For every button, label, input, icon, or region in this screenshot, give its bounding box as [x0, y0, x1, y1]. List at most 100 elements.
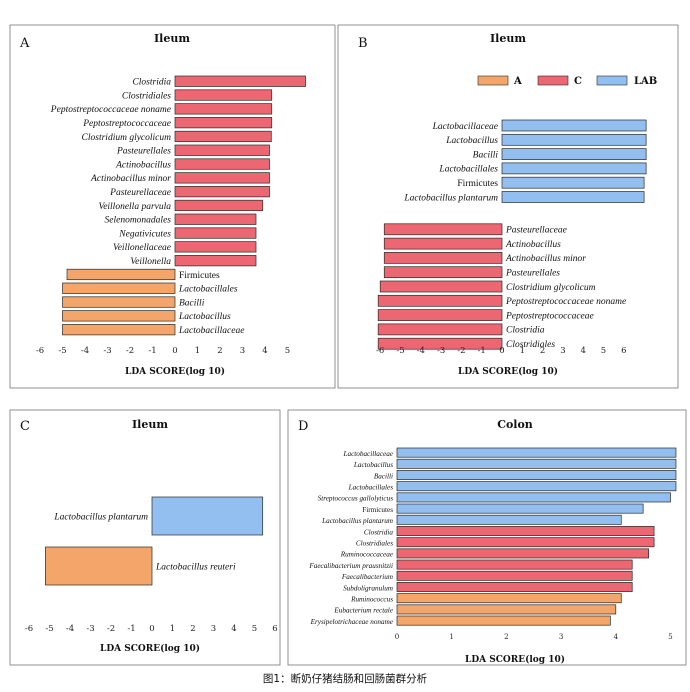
panel-b-bar-label: Peptostreptococcaceae noname — [505, 297, 626, 307]
panel-d-bar-label: Erysipelotrichaceae noname — [310, 618, 394, 626]
panel-a-bar-label: Lactobacillus — [178, 312, 231, 322]
figure-caption: 图1：断奶仔猪结肠和回肠菌群分析 — [263, 672, 428, 685]
panel-d-bar — [396, 593, 622, 604]
panel-b-bar — [501, 148, 647, 160]
panel-b-tick-label: -1 — [478, 346, 486, 356]
panel-b-bar-label: Firmicutes — [457, 179, 498, 189]
panel-b-bar — [383, 237, 503, 250]
panel-d-bar — [396, 481, 677, 492]
panel-a-tick-label: -4 — [81, 346, 89, 356]
panel-b-bar-label: Bacilli — [473, 150, 499, 160]
panel-d-bar-label: Clostridiales — [356, 540, 393, 548]
panel-b-bar-label: Pasteurellaceae — [505, 226, 567, 236]
panel-d-bar-label: Streptococcus gallolyticus — [318, 495, 394, 503]
panel-d-title: Colon — [497, 418, 533, 431]
panel-d-tick-label: 4 — [614, 633, 619, 641]
panel-b-bar — [501, 191, 645, 203]
panel-c-tick-label: -3 — [86, 624, 94, 634]
panel-d-bar-label: Lactobacillus plantarum — [321, 517, 393, 525]
panel-a-tick-label: -1 — [148, 346, 156, 356]
panel-b-tick-label: 1 — [520, 346, 525, 356]
panel-c-bar — [45, 546, 153, 586]
panel-a-bar — [174, 213, 257, 225]
panel-d-bar-label: Firmicutes — [362, 506, 393, 514]
panel-a-bar — [174, 103, 273, 115]
panel-b-tick-label: -2 — [457, 346, 465, 356]
panel-a-tick-label: -5 — [58, 346, 66, 356]
panel-c-bars: Lactobacillus plantarum Lactobacillus reu… — [25, 496, 278, 634]
panel-c-bar-label: Lactobacillus reuteri — [155, 562, 236, 572]
panel-b-tick-label: -4 — [417, 346, 425, 356]
panel-a-tick-label: 2 — [217, 346, 222, 356]
panel-a-bar-label: Firmicutes — [179, 271, 220, 281]
panel-a-tick-label: 0 — [172, 346, 177, 356]
panel-d-bar-label: Subdoligranulum — [343, 584, 393, 592]
panel-d-bar-label: Bacilli — [374, 472, 393, 480]
panel-c-tick-label: 3 — [211, 624, 216, 634]
panel-b-bar-label: Clostridia — [506, 326, 545, 336]
panel-a-bar — [174, 75, 306, 87]
panel-a-bar — [62, 310, 176, 322]
legend-label-c: C — [574, 76, 582, 87]
panel-a-bar-label: Clostridium glycolicum — [82, 133, 172, 143]
panel-a-bar-label: Veillonella — [130, 257, 171, 267]
panel-b-bar — [501, 162, 647, 175]
panel-a-bar-label: Peptostreptococcaceae — [82, 119, 171, 129]
panel-d-frame — [287, 409, 687, 666]
legend-swatch-a — [477, 75, 509, 86]
panel-c-tick-label: 2 — [190, 624, 195, 634]
panel-d-bar — [396, 582, 633, 592]
panel-b-bar-label: Lactobacillus plantarum — [403, 193, 498, 203]
panel-a-bar-label: Veillonella parvula — [98, 202, 171, 212]
panel-d-bars: Lactobacillaceae Lactobacillus Bacilli Lact… — [308, 447, 677, 641]
panel-d-bar — [396, 559, 633, 570]
panel-b-tick-label: 5 — [601, 346, 606, 356]
panel-b-bar — [501, 119, 647, 132]
panel-b-bar-label: Clostridium glycolicum — [506, 283, 596, 293]
panel-b-bar-label: Peptostreptococcaceae — [505, 311, 594, 321]
panel-d-bar — [396, 526, 655, 536]
panel-a-bar — [174, 158, 270, 170]
panel-d-bar — [396, 604, 617, 615]
panel-a-bar-label: Bacilli — [179, 298, 205, 308]
panel-d-bar — [396, 570, 633, 581]
panel-d-bar — [396, 548, 649, 559]
panel-b-tick-label: 6 — [621, 346, 626, 356]
panel-a-bar — [62, 282, 176, 294]
panel-a-tick-label: 4 — [262, 346, 267, 356]
panel-d-bar-label: Faecalibacterium prausnitzii — [308, 562, 393, 570]
legend-swatch-c — [537, 75, 569, 86]
panel-b-tick-label: 4 — [580, 346, 585, 356]
panel-a-bar — [62, 324, 176, 336]
panel-a-title: Ileum — [154, 32, 190, 45]
panel-c-tick-label: 5 — [252, 624, 257, 634]
panel-c-bar — [151, 496, 264, 536]
panel-b-bars: Lactobacillaceae Lactobacillus Bacilli Lact… — [376, 119, 647, 356]
panel-b-bar-label: Actinobacillus — [505, 240, 561, 250]
panel-a-bar-label: Peptostreptococcaceae noname — [50, 105, 171, 115]
panel-b-bar — [501, 133, 647, 146]
panel-a-bar — [174, 255, 257, 267]
panel-a-tick-label: -2 — [126, 346, 134, 356]
panel-b-frame — [337, 24, 679, 389]
panel-d-bar — [396, 492, 671, 503]
panel-b-bar — [377, 294, 503, 307]
panel-b-bar — [501, 176, 645, 189]
panel-a-bar-label: Clostridia — [132, 78, 171, 88]
panel-c-tick-label: -5 — [45, 624, 53, 634]
legend: A C LAB — [477, 75, 657, 87]
panel-d-bar — [396, 470, 677, 480]
panel-a-bar-label: Actinobacillus — [115, 160, 171, 170]
panel-b-bar — [377, 309, 503, 321]
panel-c-bar-label: Lactobacillus plantarum — [53, 512, 148, 522]
panel-a-tick-label: 3 — [240, 346, 245, 356]
panel-d-tick-label: 0 — [395, 633, 399, 641]
legend-label-lab: LAB — [634, 76, 657, 87]
panel-d-xlabel: LDA SCORE(log 10) — [465, 654, 565, 665]
panel-b-bar — [383, 223, 503, 236]
panel-d-letter: D — [298, 419, 308, 434]
panel-b-bar-label: Lactobacillus — [445, 136, 498, 146]
panel-c-frame — [9, 409, 281, 666]
panel-a-frame — [9, 24, 336, 389]
